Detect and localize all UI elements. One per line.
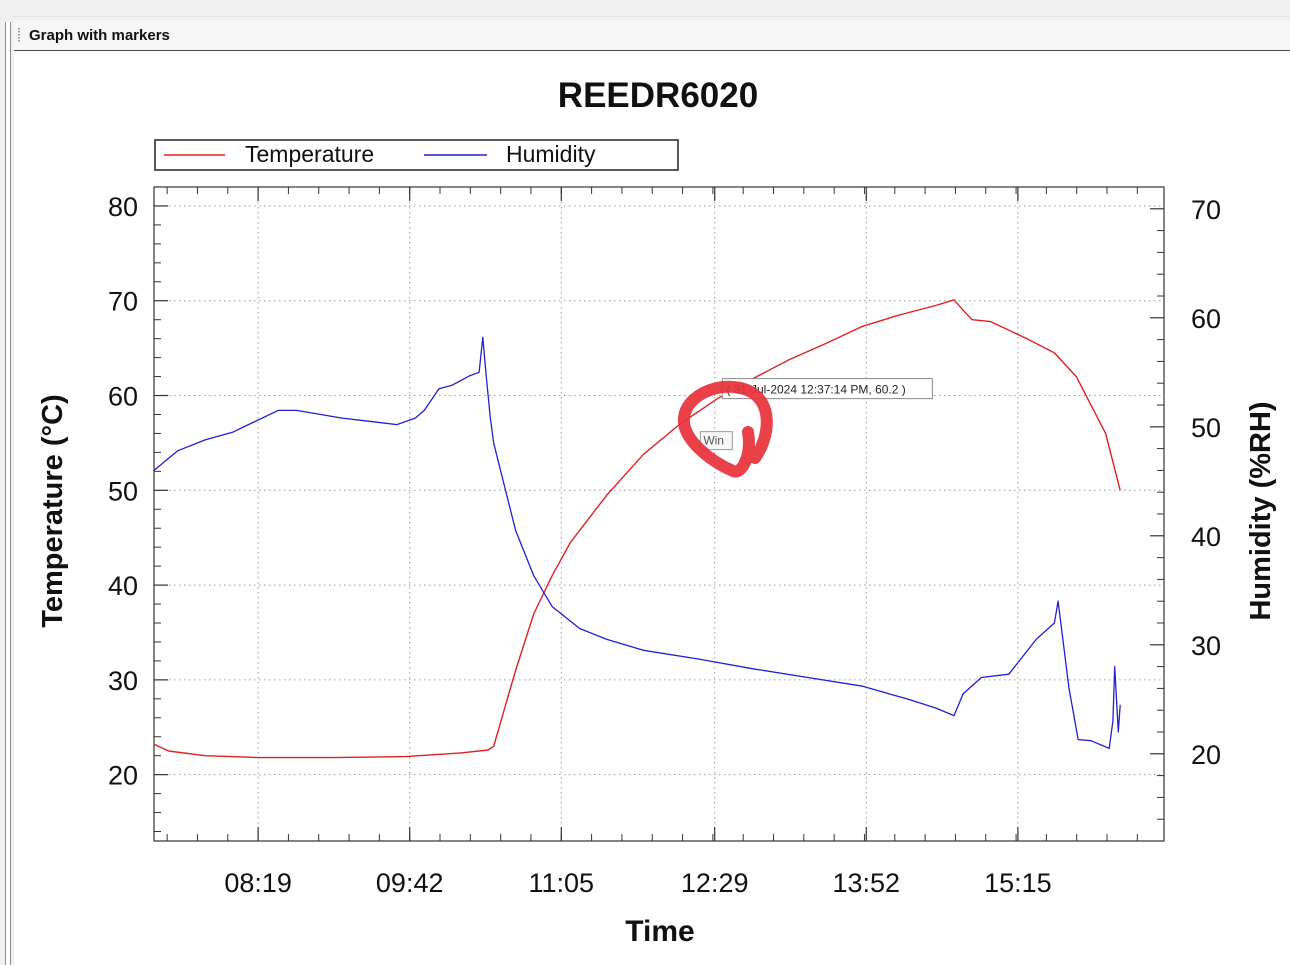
x-tick-label: 13:52 [833,868,901,898]
plot-area-frame [153,186,1165,842]
plot-panel: REEDR6020 Temperature Humidity 08:19 09:4… [14,51,1290,965]
legend-temperature-label: Temperature [245,141,374,167]
y-right-tick-label: 20 [1191,740,1221,770]
tooltip-text: Win [703,434,724,448]
annotation-text: ( 31-Jul-2024 12:37:14 PM, 60.2 ) [726,383,905,397]
axis-ticks [154,186,1164,842]
temperature-series-line[interactable] [153,299,1121,759]
y-left-tick-label: 30 [108,666,138,696]
y-left-tick-label: 50 [108,476,138,506]
legend-box [154,139,679,171]
y-left-tick-label: 40 [108,571,138,601]
y-right-tick-label: 50 [1191,413,1221,443]
y-left-tick-label: 20 [108,761,138,791]
panel-header: Graph with markers [14,20,1290,51]
y-right-tick-label: 70 [1191,195,1221,225]
x-axis-title: Time [625,915,694,948]
y-right-tick-label: 40 [1191,522,1221,552]
series-lines [153,299,1121,759]
y-right-tick-label: 30 [1191,631,1221,661]
hand-drawn-circle-mark [677,380,773,478]
x-tick-label: 09:42 [376,868,444,898]
humidity-series-line[interactable] [153,336,1121,750]
panel-grip-icon[interactable] [18,28,20,42]
legend: Temperature Humidity [154,139,679,171]
left-splitter-edge[interactable] [5,22,11,965]
tooltip-box [699,431,733,451]
tick-labels: 08:19 09:42 11:05 12:29 13:52 15:15 20 30 40 50 60… [108,192,1221,898]
x-tick-label: 08:19 [224,868,292,898]
panel-title: Graph with markers [29,27,170,44]
y-axis-left-title: Temperature (°C) [37,394,69,627]
grid-lines [154,187,1164,841]
left-splitter-bar[interactable] [0,16,12,965]
window-top-strip [0,0,1290,17]
chart-title: REEDR6020 [558,76,758,115]
x-tick-label: 11:05 [529,868,595,898]
chart: REEDR6020 Temperature Humidity 08:19 09:4… [37,76,1277,948]
data-marker-annotation: ( 31-Jul-2024 12:37:14 PM, 60.2 ) Win [699,378,933,451]
legend-humidity-label: Humidity [506,141,596,167]
y-left-tick-label: 80 [108,192,138,222]
y-left-tick-label: 70 [108,287,138,317]
x-tick-label: 12:29 [681,868,749,898]
y-axis-right-title: Humidity (%RH) [1245,401,1277,620]
x-tick-label: 15:15 [984,868,1052,898]
y-left-tick-label: 60 [108,382,138,412]
y-right-tick-label: 60 [1191,304,1221,334]
